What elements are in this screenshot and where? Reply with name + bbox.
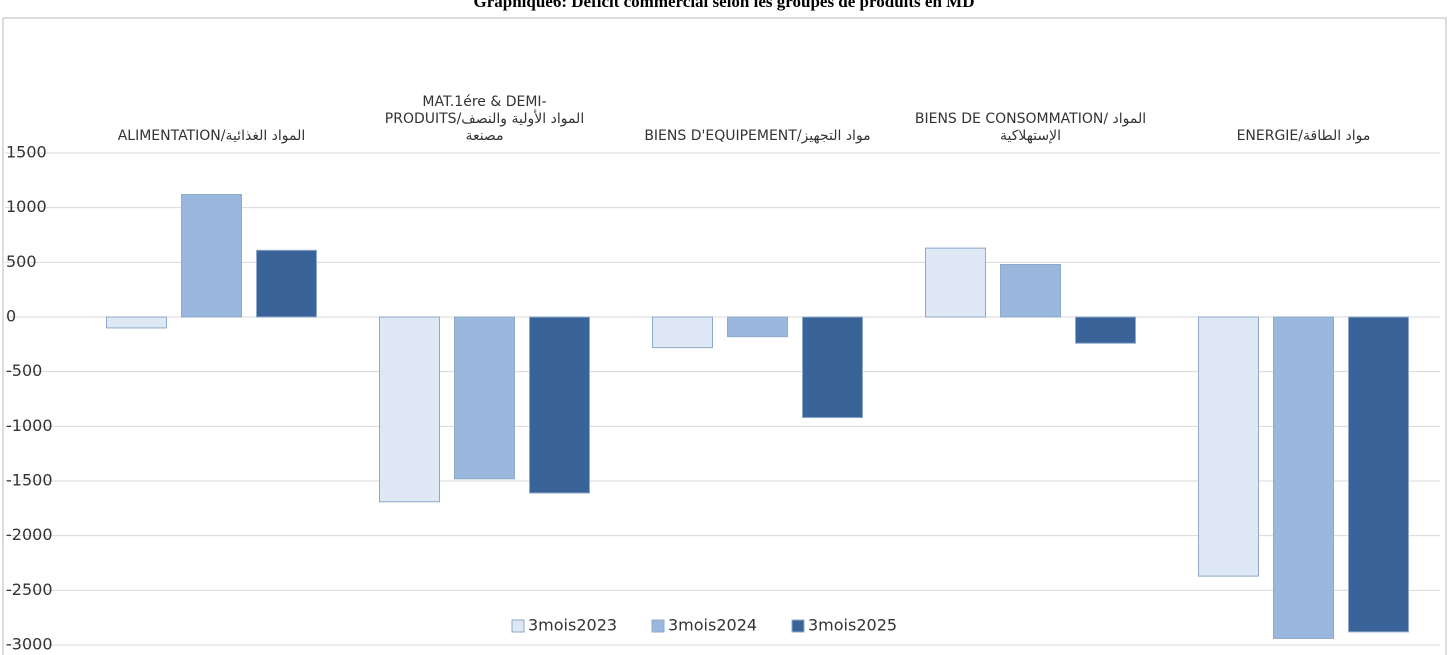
category-label: ENERGIE/مواد الطاقة xyxy=(1236,128,1371,144)
bar xyxy=(1273,316,1334,639)
bar xyxy=(925,247,986,318)
category-label: BIENS D'EQUIPEMENT/مواد التجهيز xyxy=(644,128,871,144)
legend-label: 3mois2025 xyxy=(808,616,897,635)
y-tick-label: 0 xyxy=(6,307,16,326)
category-label: ALIMENTATION/المواد الغذائية xyxy=(117,128,306,144)
bar xyxy=(727,316,788,338)
legend-label: 3mois2024 xyxy=(668,616,757,635)
legend-swatch xyxy=(791,619,805,633)
bar xyxy=(1000,264,1061,318)
y-tick-label: -1000 xyxy=(6,416,53,435)
bar xyxy=(1348,316,1409,633)
bar xyxy=(379,316,440,503)
y-tick-label: -1500 xyxy=(6,471,53,490)
category-label: BIENS DE CONSOMMATION/ المواد الإستهلاكي… xyxy=(914,111,1147,144)
y-tick-label: -2500 xyxy=(6,580,53,599)
bar xyxy=(106,316,167,329)
bar xyxy=(652,316,713,349)
y-tick-label: -500 xyxy=(6,361,42,380)
y-tick-label: 500 xyxy=(6,252,37,271)
y-tick-label: 1000 xyxy=(6,197,47,216)
chart-frame xyxy=(2,17,1447,655)
y-tick-label: -2000 xyxy=(6,525,53,544)
legend-label: 3mois2023 xyxy=(528,616,617,635)
legend-swatch xyxy=(651,619,665,633)
bar xyxy=(181,194,242,318)
y-tick-label: -3000 xyxy=(6,635,53,654)
legend-swatch xyxy=(511,619,525,633)
category-label: MAT.1ére & DEMI- PRODUITS/المواد الأولية… xyxy=(384,94,585,144)
bar xyxy=(1198,316,1259,577)
bar xyxy=(529,316,590,494)
bar xyxy=(802,316,863,419)
chart-title: Graphique6: Déficit commercial selon les… xyxy=(473,0,974,11)
bar xyxy=(1075,316,1136,344)
y-tick-label: 1500 xyxy=(6,143,47,162)
bar xyxy=(256,249,317,318)
bar xyxy=(454,316,515,480)
